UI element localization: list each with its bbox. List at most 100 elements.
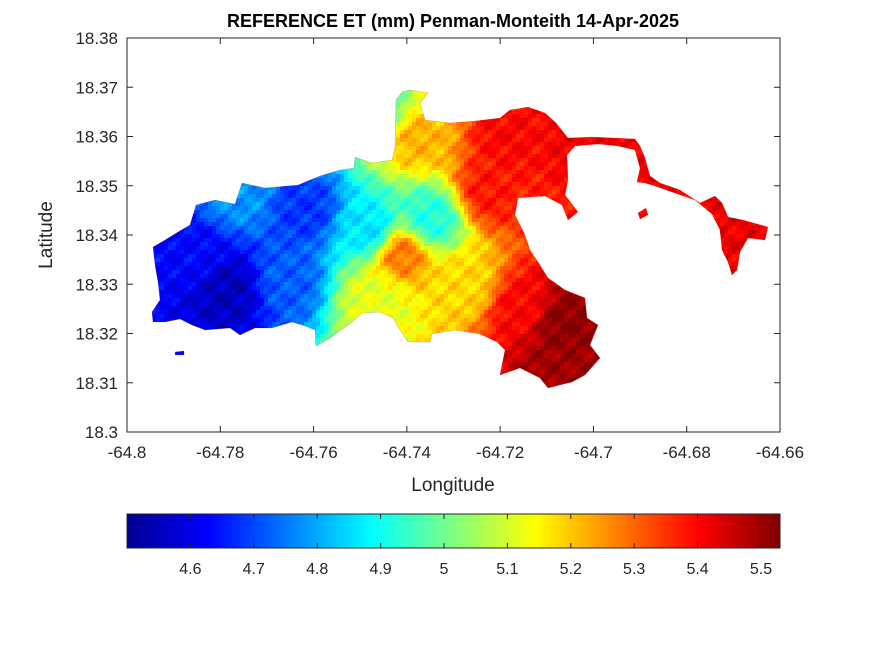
- field-cell: [468, 178, 473, 183]
- field-cell: [484, 170, 489, 175]
- field-cell: [436, 186, 441, 191]
- field-cell: [468, 154, 473, 159]
- field-cell: [404, 178, 409, 183]
- field-cell: [420, 186, 425, 191]
- field-cell: [372, 170, 377, 175]
- field-cell: [408, 154, 413, 159]
- field-cell: [516, 150, 521, 155]
- field-cell: [508, 182, 513, 187]
- field-cell: [516, 178, 521, 183]
- field-cell: [556, 154, 561, 159]
- field-cell: [636, 158, 641, 163]
- field-cell: [416, 106, 421, 111]
- field-cell: [440, 146, 445, 151]
- field-cell: [468, 150, 473, 155]
- field-cell: [264, 186, 269, 191]
- field-cell: [408, 110, 413, 115]
- field-cell: [412, 130, 417, 135]
- field-cell: [440, 142, 445, 147]
- field-cell: [364, 170, 369, 175]
- field-cell: [524, 142, 529, 147]
- field-cell: [272, 186, 277, 191]
- field-cell: [636, 146, 641, 151]
- field-cell: [556, 190, 561, 195]
- field-cell: [516, 182, 521, 187]
- field-cell: [456, 186, 461, 191]
- field-cell: [492, 166, 497, 171]
- field-cell: [420, 166, 425, 171]
- field-cell: [472, 142, 477, 147]
- field-cell: [444, 146, 449, 151]
- field-cell: [540, 174, 545, 179]
- field-cell: [496, 186, 501, 191]
- field-cell: [452, 174, 457, 179]
- field-cell: [412, 186, 417, 191]
- field-cell: [424, 146, 429, 151]
- field-cell: [444, 158, 449, 163]
- field-cell: [260, 194, 265, 199]
- field-cell: [468, 138, 473, 143]
- field-cell: [412, 174, 417, 179]
- field-cell: [436, 138, 441, 143]
- field-cell: [444, 142, 449, 147]
- field-cell: [328, 182, 333, 187]
- field-cell: [516, 138, 521, 143]
- field-cell: [528, 106, 533, 111]
- field-cell: [556, 170, 561, 175]
- field-cell: [468, 182, 473, 187]
- field-cell: [532, 174, 537, 179]
- field-cell: [464, 134, 469, 139]
- field-cell: [420, 178, 425, 183]
- field-cell: [260, 190, 265, 195]
- field-cell: [484, 174, 489, 179]
- field-cell: [364, 190, 369, 195]
- field-cell: [560, 182, 565, 187]
- field-cell: [416, 186, 421, 191]
- field-cell: [472, 162, 477, 167]
- field-cell: [404, 98, 409, 103]
- field-cell: [464, 190, 469, 195]
- field-cell: [396, 182, 401, 187]
- field-cell: [408, 174, 413, 179]
- field-cell: [428, 126, 433, 131]
- field-cell: [548, 178, 553, 183]
- field-cell: [440, 170, 445, 175]
- field-cell: [668, 186, 673, 191]
- field-cell: [456, 182, 461, 187]
- field-cell: [432, 158, 437, 163]
- field-cell: [400, 146, 405, 151]
- field-cell: [404, 146, 409, 151]
- field-cell: [508, 178, 513, 183]
- field-cell: [444, 186, 449, 191]
- field-cell: [404, 90, 409, 95]
- field-cell: [428, 182, 433, 187]
- field-cell: [260, 186, 265, 191]
- field-cell: [556, 134, 561, 139]
- field-cell: [488, 178, 493, 183]
- field-cell: [348, 182, 353, 187]
- field-cell: [548, 150, 553, 155]
- field-cell: [592, 142, 597, 147]
- field-cell: [312, 182, 317, 187]
- field-cell: [504, 170, 509, 175]
- field-cell: [492, 186, 497, 191]
- field-cell: [472, 190, 477, 195]
- field-cell: [460, 190, 465, 195]
- field-cell: [640, 178, 645, 183]
- field-cell: [348, 186, 353, 191]
- chart-title: REFERENCE ET (mm) Penman-Monteith 14-Apr…: [227, 11, 679, 31]
- field-cell: [656, 182, 661, 187]
- field-cell: [540, 154, 545, 159]
- field-cell: [648, 174, 653, 179]
- field-cell: [336, 182, 341, 187]
- field-cell: [556, 166, 561, 171]
- field-cell: [560, 138, 565, 143]
- field-cell: [428, 134, 433, 139]
- field-cell: [384, 190, 389, 195]
- field-cell: [492, 170, 497, 175]
- field-cell: [544, 186, 549, 191]
- field-cell: [396, 130, 401, 135]
- field-cell: [548, 186, 553, 191]
- field-cell: [456, 138, 461, 143]
- field-cell: [452, 186, 457, 191]
